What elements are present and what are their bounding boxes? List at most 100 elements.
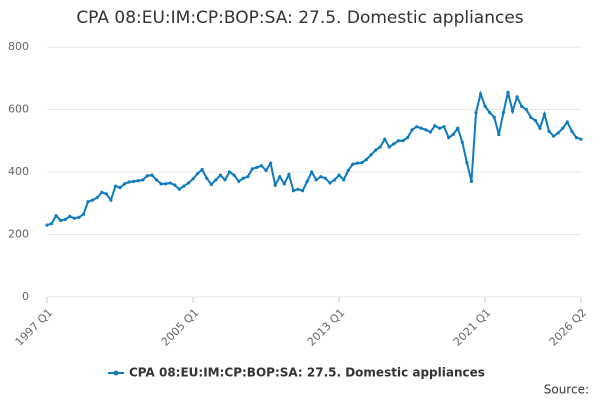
point (542, 112, 547, 116)
point (547, 129, 551, 133)
point (100, 190, 104, 194)
point (264, 168, 268, 173)
point (465, 161, 469, 165)
point (565, 120, 569, 124)
x-tick-label: 2013 Q1 (305, 306, 348, 349)
point (227, 170, 232, 174)
point (109, 198, 113, 202)
x-tick-label: 2021 Q1 (451, 306, 494, 349)
point (113, 184, 118, 188)
point (415, 125, 419, 129)
y-tick-label: 200 (8, 228, 29, 241)
point (323, 176, 328, 180)
point (410, 128, 414, 132)
point (510, 109, 515, 113)
point (310, 170, 314, 174)
point (241, 176, 245, 180)
legend-label: CPA 08:EU:IM:CP:BOP:SA: 27.5. Domestic a… (129, 366, 485, 380)
point (122, 182, 127, 186)
point (351, 162, 355, 166)
point (177, 187, 181, 191)
point (369, 153, 373, 157)
point (405, 136, 410, 140)
y-tick-label: 800 (8, 40, 29, 53)
point (164, 182, 168, 186)
point (305, 179, 309, 183)
point (291, 189, 296, 193)
point (374, 148, 378, 152)
point (104, 192, 108, 196)
source-label: Source: (544, 383, 589, 397)
point (68, 214, 72, 218)
point (538, 126, 542, 130)
y-tick-label: 400 (8, 165, 29, 178)
point (81, 212, 86, 216)
x-tick-label: 2026 Q2 (547, 306, 590, 349)
point (524, 107, 528, 112)
point (45, 223, 49, 227)
point (54, 214, 58, 218)
point (342, 178, 346, 182)
point (579, 137, 583, 141)
point (300, 189, 305, 193)
x-tick-label: 1997 Q1 (13, 306, 56, 349)
point (533, 118, 537, 123)
point (364, 157, 369, 162)
point (520, 104, 524, 108)
point (483, 104, 487, 108)
point (200, 167, 204, 172)
point (460, 140, 464, 144)
point (337, 173, 341, 177)
series-line (46, 90, 582, 227)
point (118, 186, 122, 190)
point (186, 181, 191, 185)
point (296, 187, 300, 191)
point (63, 217, 67, 222)
point (552, 134, 556, 138)
point (209, 182, 213, 187)
point (269, 161, 273, 165)
point (314, 178, 318, 182)
point (86, 200, 90, 204)
legend-swatch-dot (113, 370, 119, 376)
point (246, 175, 250, 179)
point (232, 173, 236, 177)
point (250, 167, 254, 171)
chart-title: CPA 08:EU:IM:CP:BOP:SA: 27.5. Domestic a… (76, 8, 523, 28)
point (72, 216, 76, 220)
point (223, 178, 227, 182)
point (127, 180, 131, 184)
point (570, 129, 574, 133)
point (319, 175, 323, 179)
point (282, 182, 286, 186)
point (469, 179, 474, 183)
point (360, 161, 364, 165)
x-tick-label: 2005 Q1 (159, 306, 202, 349)
point (273, 183, 277, 187)
point (428, 130, 432, 134)
point (287, 172, 291, 177)
point (154, 178, 159, 182)
point (492, 115, 496, 119)
point (556, 131, 560, 135)
point (488, 111, 492, 115)
point (424, 128, 428, 132)
y-tick-label: 0 (22, 290, 29, 303)
point (437, 126, 442, 130)
point (159, 182, 163, 186)
point (278, 175, 282, 179)
point (474, 111, 478, 115)
point (478, 92, 483, 96)
point (501, 111, 506, 115)
point (205, 176, 209, 180)
point (355, 161, 359, 165)
point (182, 184, 186, 188)
point (259, 164, 264, 168)
point (328, 181, 332, 185)
point (456, 126, 460, 130)
point (497, 132, 501, 137)
point (529, 115, 533, 119)
point (150, 173, 154, 177)
point (196, 171, 200, 176)
